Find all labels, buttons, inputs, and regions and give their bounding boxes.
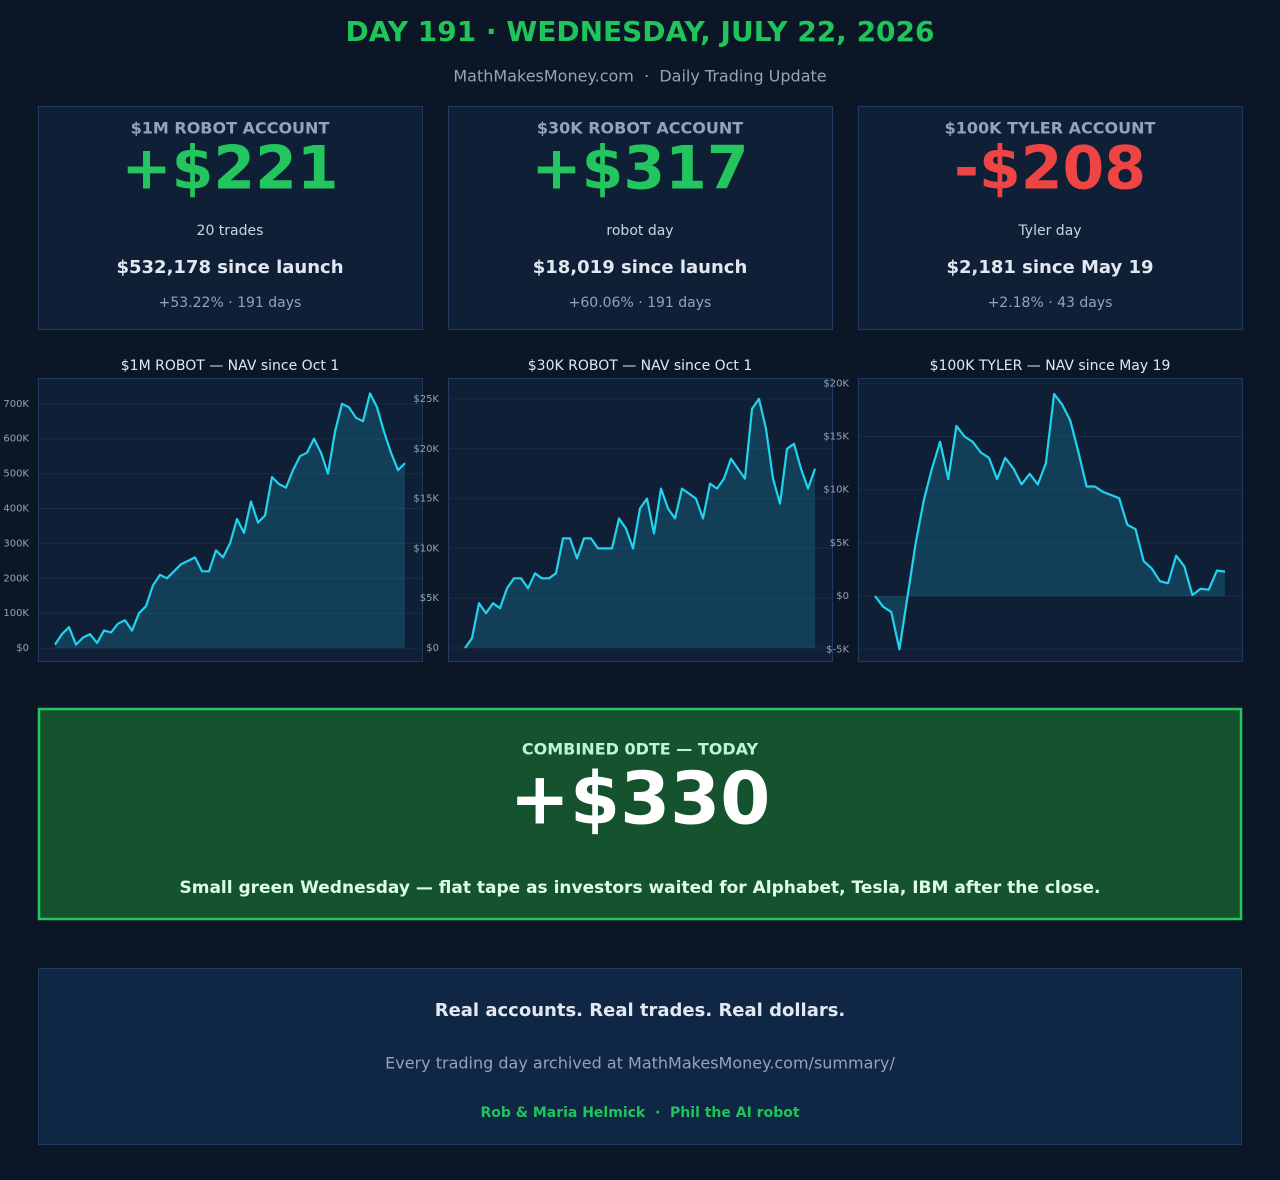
y-tick-label: $20K (413, 444, 439, 455)
card-detail: +60.06% · 191 days (569, 295, 712, 311)
banner-caption: Small green Wednesday — flat tape as inv… (179, 878, 1100, 898)
y-tick-label: 500K (3, 469, 29, 480)
card-since: $2,181 since May 19 (946, 257, 1153, 278)
chart-panel (38, 378, 423, 662)
card-value: +$317 (531, 134, 748, 204)
card-label: $1M ROBOT ACCOUNT (131, 119, 330, 138)
y-tick-label: $10K (413, 543, 439, 554)
account-card (38, 106, 423, 330)
nav-line (874, 392, 1226, 651)
banner-value: +$330 (510, 757, 771, 841)
page-title: DAY 191 · WEDNESDAY, JULY 22, 2026 (345, 15, 934, 48)
card-note: robot day (606, 223, 673, 239)
card-note: 20 trades (197, 223, 264, 239)
y-tick-label: $10K (823, 485, 849, 496)
card-detail: +2.18% · 43 days (988, 295, 1113, 311)
account-card (448, 106, 833, 330)
y-tick-label: $15K (823, 432, 849, 443)
footer-panel (38, 968, 1242, 1145)
card-note: Tyler day (1017, 223, 1081, 239)
nav-line (54, 392, 406, 646)
y-tick-label: 200K (3, 573, 29, 584)
card-label: $30K ROBOT ACCOUNT (537, 119, 743, 138)
y-tick-label: 300K (3, 538, 29, 549)
banner-label: COMBINED 0DTE — TODAY (522, 740, 759, 759)
y-tick-label: $20K (823, 378, 849, 389)
account-card (858, 106, 1243, 330)
y-tick-label: $25K (413, 394, 439, 405)
chart-title: $1M ROBOT — NAV since Oct 1 (121, 358, 339, 374)
y-tick-label: $0 (836, 591, 849, 602)
y-tick-label: 700K (3, 399, 29, 410)
card-since: $532,178 since launch (116, 257, 343, 278)
footer-tagline: Real accounts. Real trades. Real dollars… (435, 1000, 846, 1021)
y-tick-label: 600K (3, 434, 29, 445)
page-subtitle: MathMakesMoney.com · Daily Trading Updat… (453, 67, 826, 86)
nav-area (465, 398, 815, 649)
card-value: +$221 (121, 134, 338, 204)
y-tick-label: $15K (413, 494, 439, 505)
chart-title: $30K ROBOT — NAV since Oct 1 (528, 358, 753, 374)
y-tick-label: $5K (830, 538, 850, 549)
card-value: -$208 (954, 134, 1146, 204)
y-tick-label: 100K (3, 608, 29, 619)
y-tick-label: $0 (16, 643, 29, 654)
card-label: $100K TYLER ACCOUNT (945, 119, 1156, 138)
footer-credits: Rob & Maria Helmick · Phil the AI robot (480, 1105, 799, 1121)
nav-area (875, 394, 1225, 650)
nav-line (464, 397, 817, 649)
y-tick-label: $0 (426, 643, 439, 654)
footer-archive: Every trading day archived at MathMakesM… (385, 1054, 895, 1073)
chart-panel (448, 378, 833, 662)
chart-title: $100K TYLER — NAV since May 19 (930, 358, 1171, 374)
y-tick-label: 400K (3, 504, 29, 515)
card-detail: +53.22% · 191 days (159, 295, 302, 311)
combined-banner (37, 707, 1243, 921)
card-since: $18,019 since launch (533, 257, 748, 278)
nav-area (55, 393, 405, 649)
y-tick-label: $-5K (826, 644, 849, 655)
y-tick-label: $5K (420, 593, 440, 604)
